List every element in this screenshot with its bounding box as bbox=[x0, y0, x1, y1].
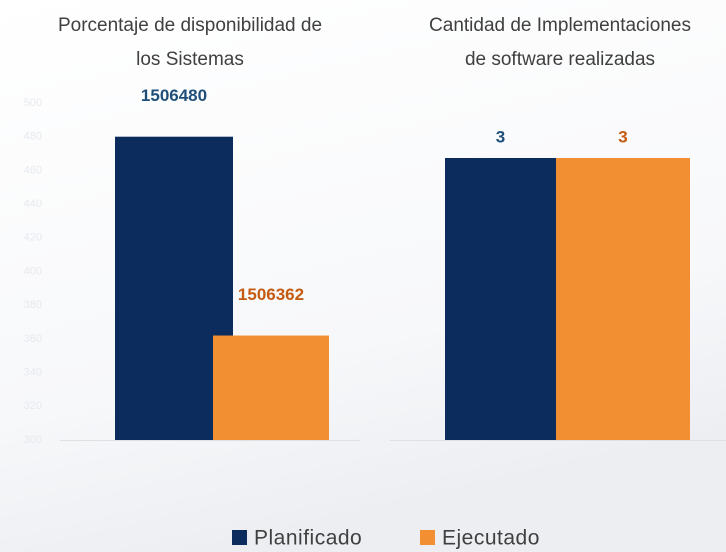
y-tick-label: 500 bbox=[24, 97, 42, 109]
legend-label: Planificado bbox=[254, 527, 362, 550]
legend-swatch bbox=[420, 530, 435, 545]
y-tick-label: 460 bbox=[24, 164, 42, 176]
y-tick-label: 440 bbox=[24, 198, 42, 210]
chart-title: Porcentaje de disponibilidad de bbox=[58, 15, 322, 36]
data-label: 3 bbox=[496, 127, 505, 146]
data-label: 1506362 bbox=[238, 285, 304, 304]
y-tick-label: 420 bbox=[24, 232, 42, 244]
y-tick-label: 400 bbox=[24, 265, 42, 277]
y-tick-label: 360 bbox=[24, 333, 42, 345]
data-label: 3 bbox=[618, 127, 627, 146]
y-tick-label: 480 bbox=[24, 131, 42, 143]
chart-title: Cantidad de Implementaciones bbox=[429, 15, 691, 36]
bar bbox=[213, 335, 329, 440]
y-tick-label: 300 bbox=[24, 434, 42, 446]
bar bbox=[556, 158, 690, 440]
chart-title: de software realizadas bbox=[465, 49, 655, 70]
legend-swatch bbox=[232, 530, 247, 545]
bar bbox=[445, 158, 556, 440]
y-tick-label: 340 bbox=[24, 367, 42, 379]
data-label: 1506480 bbox=[141, 86, 207, 105]
chart-title: los Sistemas bbox=[136, 49, 244, 70]
legend-label: Ejecutado bbox=[442, 527, 540, 550]
y-tick-label: 380 bbox=[24, 299, 42, 311]
y-tick-label: 320 bbox=[24, 400, 42, 412]
